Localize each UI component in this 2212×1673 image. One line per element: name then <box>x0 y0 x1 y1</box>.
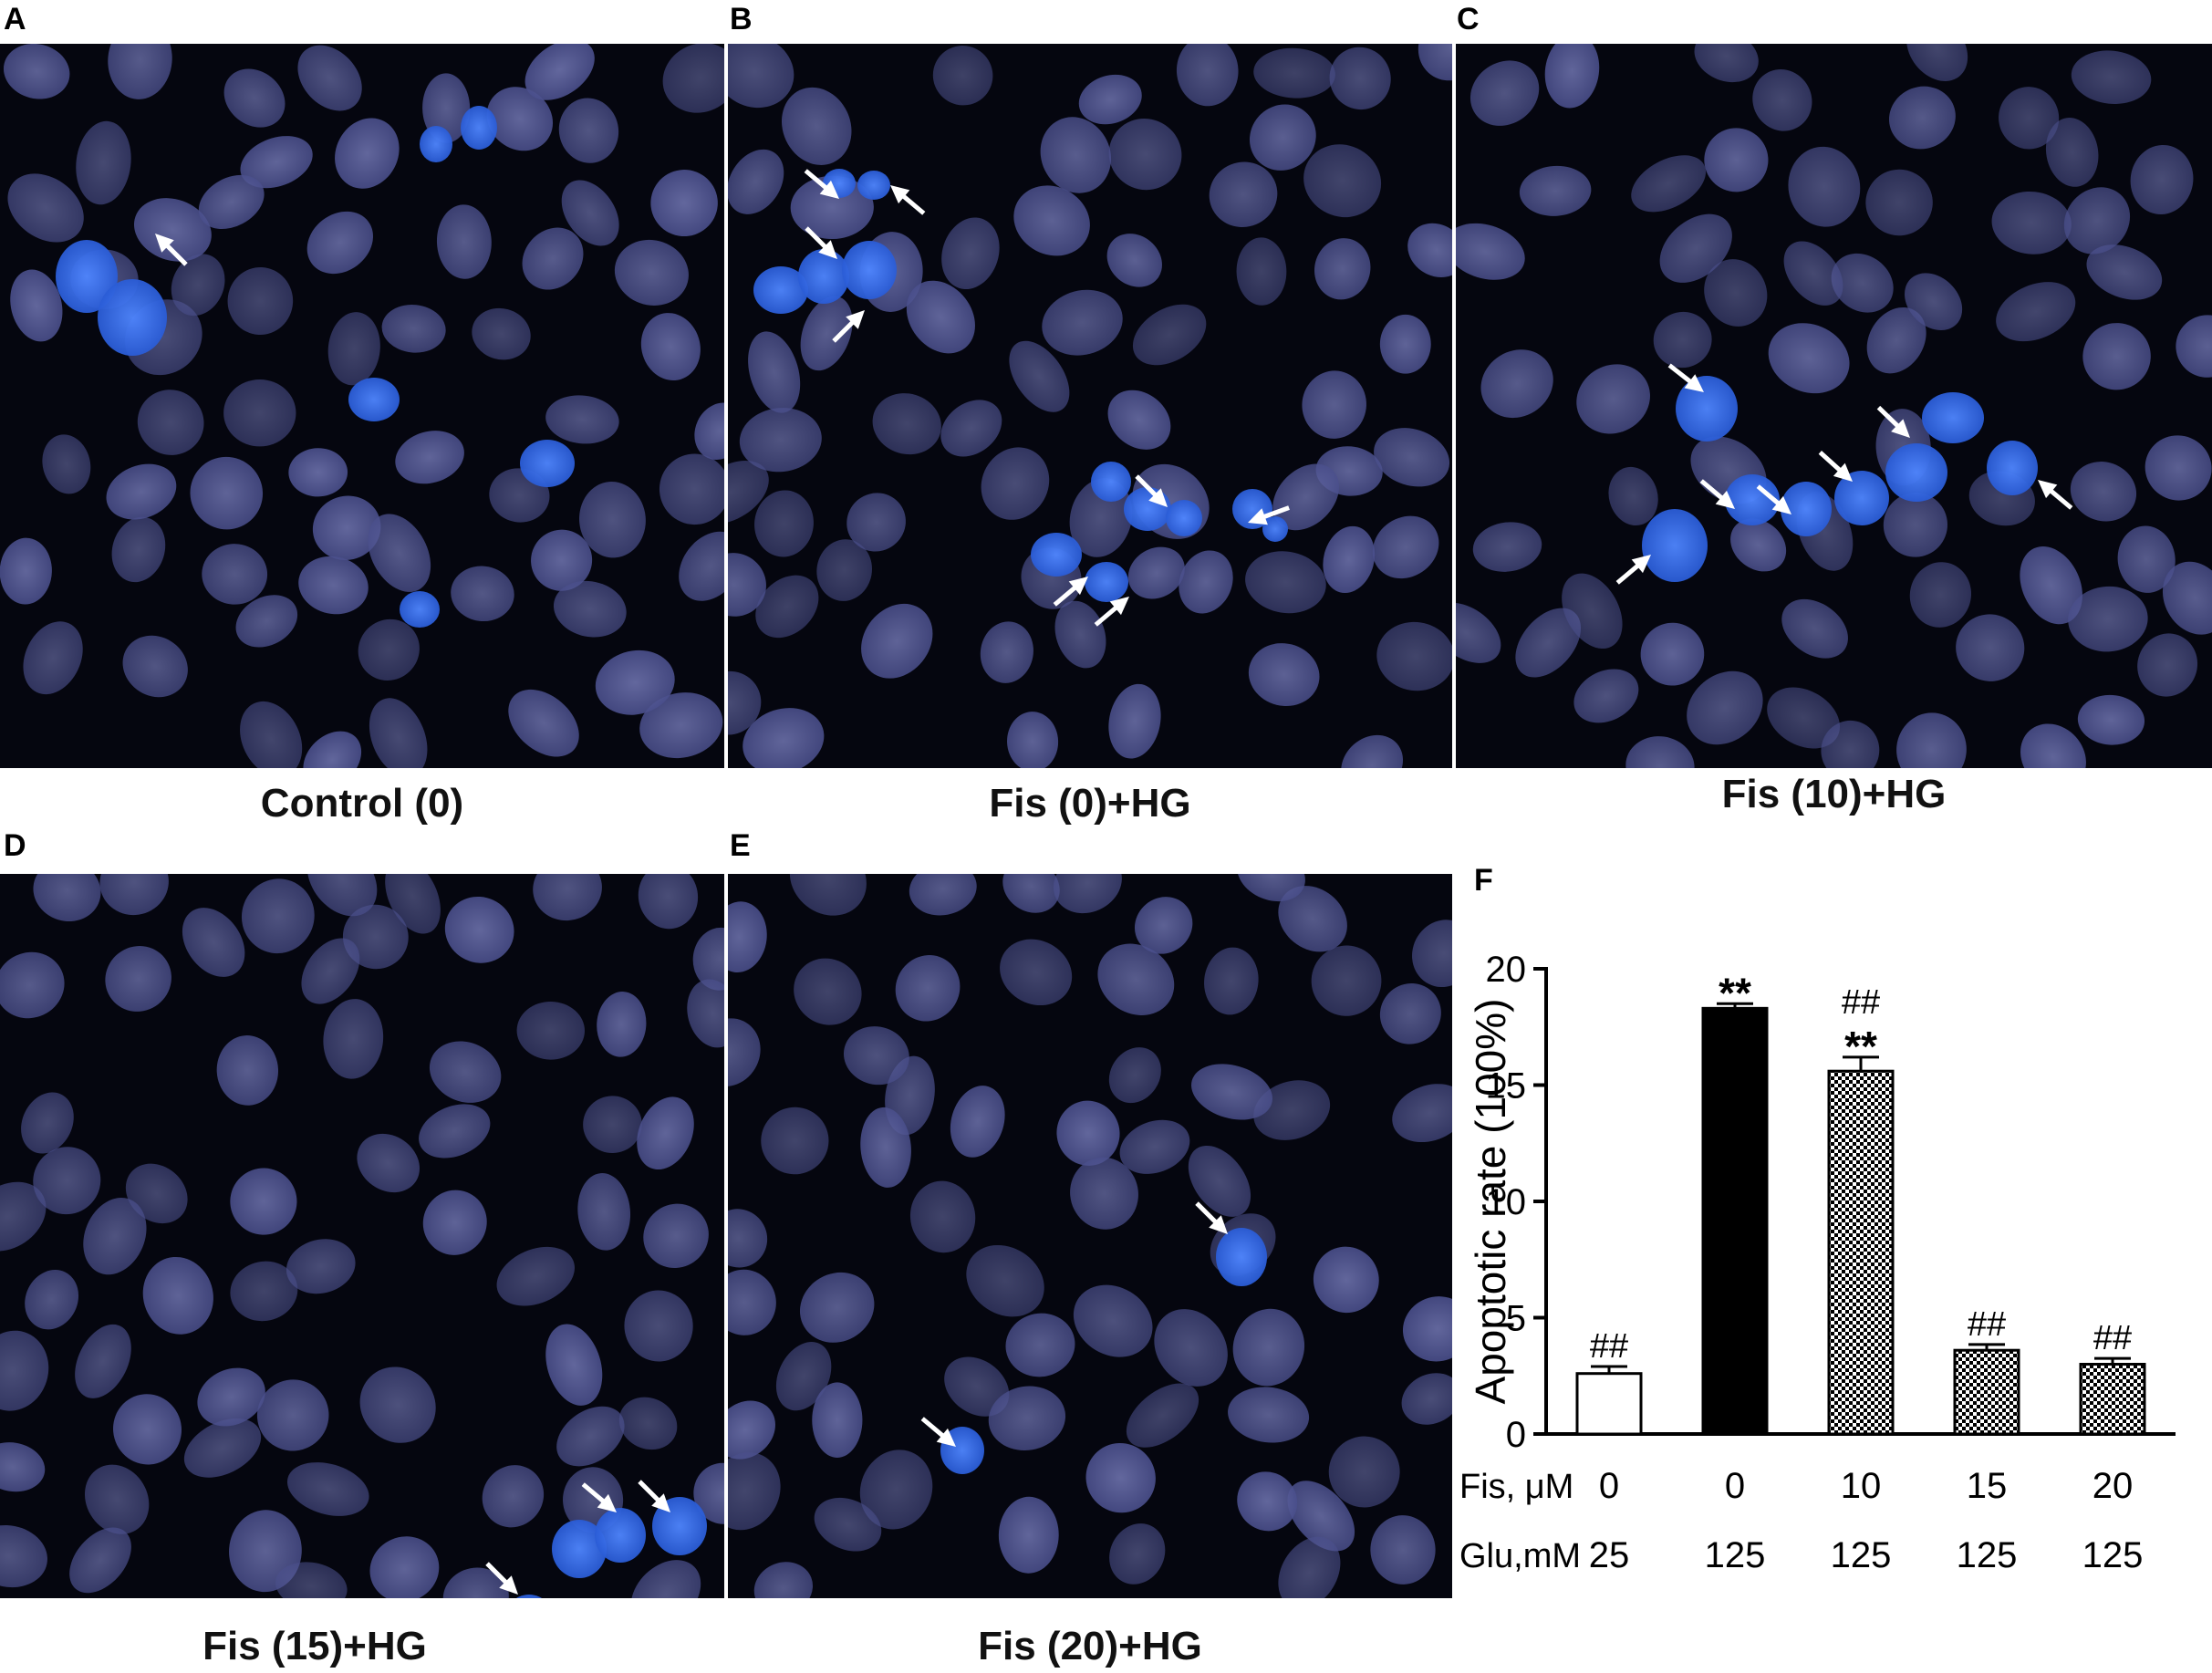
caption-d: Fis (15)+HG <box>203 1624 427 1668</box>
y-tick-label: 0 <box>1506 1415 1526 1455</box>
y-axis-label: Apoptotic rate (100%) <box>1467 999 1514 1405</box>
y-tick-label: 10 <box>1486 1182 1527 1222</box>
bar-3 <box>1827 1069 1895 1436</box>
significance-label: ## <box>1590 1327 1628 1366</box>
glu-row-label: Glu,mM <box>1459 1537 1581 1575</box>
caption-b: Fis (0)+HG <box>989 781 1191 826</box>
micrograph-a <box>0 44 724 768</box>
glu-value-label: 125 <box>1705 1535 1766 1575</box>
panel-letter-e: E <box>730 828 751 863</box>
caption-c: Fis (10)+HG <box>1721 772 1947 816</box>
caption-e: Fis (20)+HG <box>978 1624 1202 1668</box>
bar-1 <box>1575 1372 1643 1436</box>
glu-value-label: 25 <box>1589 1535 1630 1575</box>
glu-value-label: 125 <box>2082 1535 2144 1575</box>
micrograph-c <box>1456 44 2212 768</box>
y-tick-label: 15 <box>1486 1066 1527 1107</box>
fis-row-label: Fis, μM <box>1459 1468 1573 1506</box>
panel-letter-d: D <box>4 828 26 863</box>
fis-value-label: 0 <box>1725 1466 1745 1506</box>
micrograph-e <box>728 874 1452 1598</box>
panel-letter-c: C <box>1457 2 1480 36</box>
glu-value-label: 125 <box>1957 1535 2018 1575</box>
significance-label: ## <box>1968 1305 2006 1344</box>
bar-4 <box>1953 1348 2020 1436</box>
significance-label: ** <box>1844 1023 1877 1070</box>
significance-label: ** <box>1719 969 1751 1016</box>
apoptotic-rate-chart: Apoptotic rate (100%) 0 5 10 15 20 ## 0 25 ** 0 12… <box>1459 950 2176 1575</box>
significance-label: ## <box>1842 983 1880 1022</box>
panel-letter-b: B <box>730 2 753 36</box>
fis-value-label: 10 <box>1841 1466 1882 1506</box>
bar-5 <box>2079 1363 2146 1436</box>
bar-2 <box>1701 1006 1769 1436</box>
significance-label: ## <box>2093 1319 2132 1357</box>
fis-value-label: 15 <box>1967 1466 2008 1506</box>
y-tick-label: 5 <box>1506 1299 1526 1339</box>
micrograph-b <box>728 44 1452 768</box>
panel-letter-a: A <box>4 2 26 36</box>
micrograph-d <box>0 874 724 1598</box>
glu-value-label: 125 <box>1831 1535 1892 1575</box>
panel-letter-f: F <box>1474 863 1493 898</box>
y-tick-label: 20 <box>1486 950 1527 990</box>
caption-a: Control (0) <box>260 781 464 826</box>
fis-value-label: 20 <box>2093 1466 2134 1506</box>
fis-value-label: 0 <box>1599 1466 1619 1506</box>
